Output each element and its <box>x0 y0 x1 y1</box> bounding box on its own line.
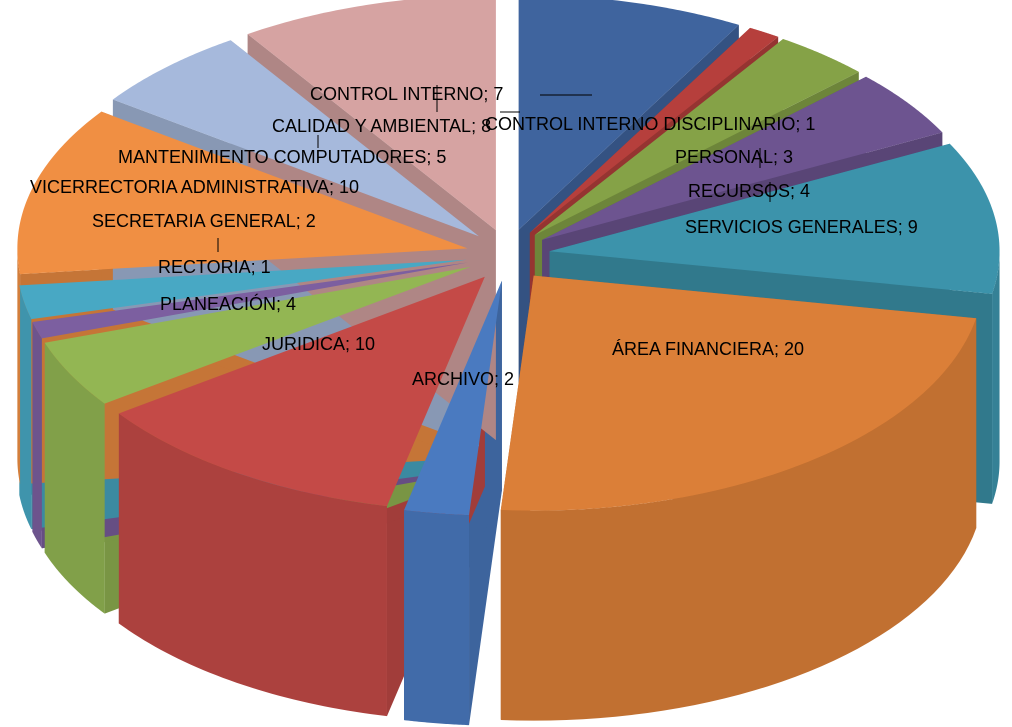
data-label: ÁREA FINANCIERA; 20 <box>612 339 804 359</box>
slice <box>534 38 859 235</box>
slice <box>19 259 467 320</box>
slice-side <box>992 251 1000 504</box>
data-label: SERVICIOS GENERALES; 9 <box>685 217 918 237</box>
slice-walls <box>17 248 1000 726</box>
slice <box>247 0 496 231</box>
slice <box>500 275 977 511</box>
slice <box>529 27 779 233</box>
slice <box>44 266 471 404</box>
data-label: CALIDAD Y AMBIENTAL; 8 <box>272 116 491 136</box>
slice-side <box>118 413 387 717</box>
data-label: PLANEACIÓN; 4 <box>160 293 296 314</box>
data-label: JURIDICA; 10 <box>262 334 375 354</box>
data-label: CONTROL INTERNO; 7 <box>310 84 503 104</box>
slice-side <box>44 342 105 614</box>
slice-side <box>17 248 21 485</box>
data-label: VICERRECTORIA ADMINISTRATIVA; 10 <box>30 177 359 197</box>
slice <box>542 76 943 240</box>
slice-side <box>404 510 470 726</box>
data-label: PERSONAL; 3 <box>675 147 793 167</box>
slice-side <box>500 318 977 721</box>
data-label: RECTORIA; 1 <box>158 257 271 277</box>
slice <box>404 280 502 516</box>
data-label: ARCHIVO; 2 <box>412 369 514 389</box>
data-label: CONTROL INTERNO DISCIPLINARIO; 1 <box>485 114 815 134</box>
data-label: SECRETARIA GENERAL; 2 <box>92 211 316 231</box>
data-label: MANTENIMIENTO COMPUTADORES; 5 <box>118 147 446 167</box>
slice <box>118 276 485 507</box>
slice <box>112 40 479 237</box>
slice <box>518 0 739 230</box>
slice-side <box>19 285 32 530</box>
slice-side <box>32 321 42 549</box>
slice-tops <box>17 0 1000 516</box>
slice <box>549 143 1000 294</box>
slice <box>17 111 468 275</box>
data-label: RECURSOS; 4 <box>688 181 810 201</box>
slice <box>32 262 468 339</box>
